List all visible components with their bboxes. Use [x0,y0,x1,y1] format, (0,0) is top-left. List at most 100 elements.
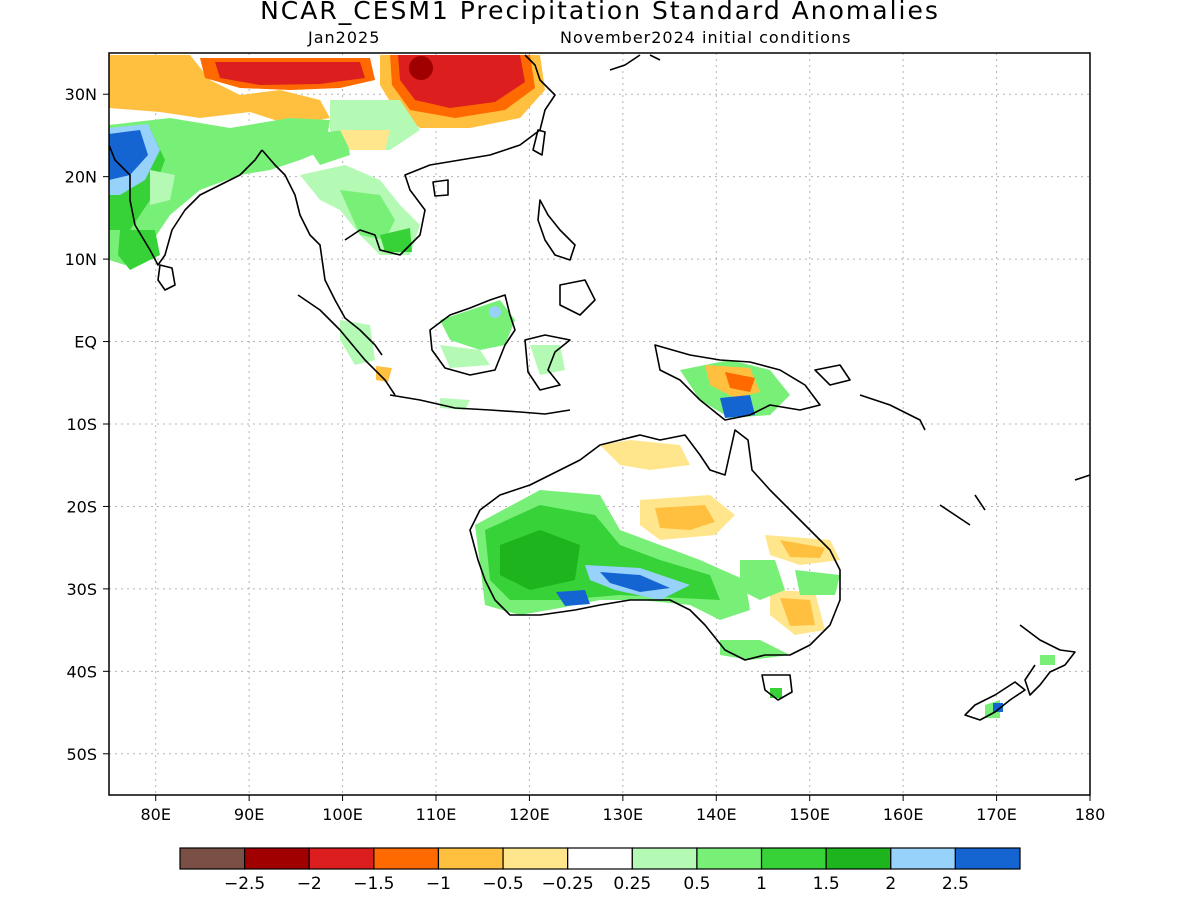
lat-tick-label: 50S [66,745,97,764]
colorbar-swatch [308,847,375,870]
anomaly-nz-wet-core [993,703,1003,712]
coast-java [389,394,571,415]
coast-borneo [429,294,516,376]
colorbar-swatch [502,847,569,870]
colorbar-swatch [179,847,246,870]
lon-tick-label: 110E [416,805,457,824]
lat-tick-label: 30N [65,85,97,104]
lat-tick-label: EQ [74,333,97,352]
anomaly-borneo-wet [440,300,515,350]
colorbar-swatch [890,847,956,870]
anomaly-east-australia-wet [740,560,785,600]
lat-tick-label: 20S [66,497,97,516]
coast-mindanao [559,279,596,316]
coast-burma [261,149,383,356]
colorbar-swatch [760,847,827,870]
anomaly-central-australia-dry-2 [655,505,715,530]
anomaly-india-wet-core [109,130,148,180]
coast-nz-south [964,681,1026,721]
anomaly-nz-north-wet [1040,655,1055,665]
coast-india [109,144,263,266]
colorbar: −2.5 −2 −1.5 −1 −0.5 −0.25 0.25 0.5 1 1.5 2 2.5 [179,847,1021,894]
lon-tick-label: 100E [322,805,363,824]
colorbar-swatch [437,847,504,870]
colorbar-label: −0.5 [482,874,523,894]
colorbar-label: 2 [885,874,896,894]
longitude-axis: 80E 90E 100E 110E 120E 130E 140E 150E 160E 170E 18… [140,795,1105,824]
coast-pacific-islands [939,474,1090,526]
anomaly-borneo-moist [440,345,490,368]
anomaly-yangtze-dry [340,130,390,150]
anomaly-south-china-extreme [409,56,433,80]
colorbar-label: 0.5 [683,874,710,894]
colorbar-label: 0.25 [613,874,651,894]
coast-tasmania [761,674,793,701]
coast-new-guinea [654,344,821,421]
coast-sri-lanka [157,264,176,291]
lon-tick-label: 130E [603,805,644,824]
colorbar-swatch [696,847,763,870]
lat-tick-label: 10N [65,250,97,269]
precipitation-anomaly-field [109,55,1055,718]
anomaly-australia-blue [600,572,670,592]
anomaly-north-india-dry [109,55,330,125]
lat-tick-label: 30S [66,580,97,599]
anomaly-sw-australia-blue [556,590,590,606]
forecast-month: Jan2025 [308,28,381,47]
lon-tick-label: 150E [789,805,830,824]
coast-new-britain [814,364,851,386]
lon-tick-label: 90E [234,805,264,824]
colorbar-label: −2.5 [224,874,265,894]
anomaly-indochina-wet-3 [380,228,412,252]
colorbar-label: −2 [297,874,322,894]
colorbar-swatch [954,847,1021,870]
lon-tick-label: 140E [696,805,737,824]
anomaly-borneo-light-blue [489,306,501,318]
colorbar-swatch [825,847,892,870]
coast-sumatra [297,294,396,396]
coast-sulawesi [524,334,571,391]
anomaly-tibet-dry-core [215,62,365,85]
initial-conditions: November2024 initial conditions [560,28,852,47]
anomaly-east-coast-wet [795,570,840,595]
lon-tick-label: 170E [976,805,1017,824]
anomaly-north-australia-dry [600,440,690,470]
lat-tick-label: 20N [65,168,97,187]
lat-tick-label: 10S [66,415,97,434]
lat-tick-label: 40S [66,662,97,681]
coast-solomons [859,394,926,431]
coast-japan [609,54,661,71]
anomaly-sulawesi-moist [530,345,565,375]
colorbar-label: 2.5 [942,874,969,894]
coastlines [109,54,1090,721]
coast-china [524,54,556,131]
anomaly-west-australia-wet-core [500,530,580,590]
colorbar-swatch [244,847,310,870]
colorbar-label: −1.5 [353,874,394,894]
coast-australia [469,429,841,661]
colorbar-label: 1 [756,874,767,894]
latitude-axis: 30N 20N 10N EQ 10S 20S 30S 40S 50S [65,85,109,764]
lon-tick-label: 80E [140,805,170,824]
anomaly-india-moist [150,170,175,205]
colorbar-swatch [631,847,698,870]
anomaly-malaya-moist [340,320,375,365]
anomaly-sumatra-dry [376,366,392,382]
anomaly-new-guinea-dry-core [725,372,755,392]
colorbar-swatch [567,847,633,870]
colorbar-label: −0.25 [542,874,594,894]
coast-indochina [344,129,541,256]
coast-hainan [432,179,449,197]
coast-nz-north [1019,624,1076,696]
lon-tick-label: 160E [883,805,924,824]
anomaly-new-guinea-wet-core [720,395,755,418]
anomaly-south-india-wet [118,230,160,270]
colorbar-label: 1.5 [813,874,840,894]
coast-taiwan [532,129,546,156]
anomaly-tasmania-wet [770,688,782,698]
map-title: NCAR_CESM1 Precipitation Standard Anomal… [260,0,940,25]
anomaly-india-wet [109,118,330,265]
anomaly-queensland-dry-2 [780,540,825,558]
anomaly-indochina-wet-2 [340,190,395,240]
